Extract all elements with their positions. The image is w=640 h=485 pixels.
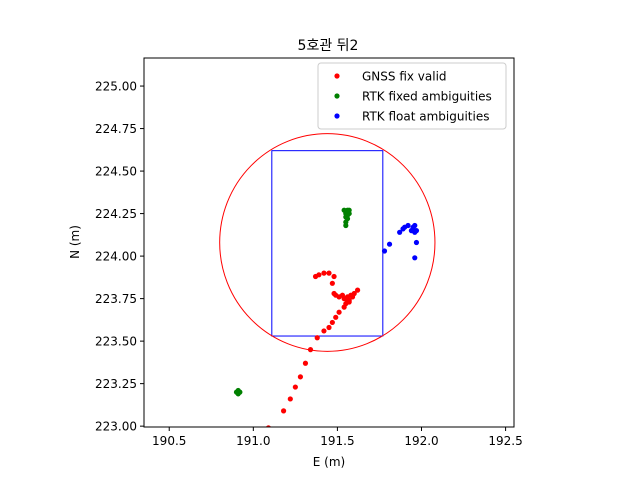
data-point (354, 287, 361, 293)
data-point (333, 314, 339, 320)
y-tick-label: 224.75 (95, 122, 137, 136)
data-point (397, 229, 403, 235)
region-rectangle (271, 150, 384, 337)
data-point (265, 425, 271, 427)
data-point (331, 290, 337, 297)
y-tick-label: 223.00 (95, 420, 137, 434)
data-point (412, 255, 418, 261)
data-point (336, 309, 342, 315)
legend-item: RTK fixed ambiguities (334, 90, 492, 104)
legend-item: RTK float ambiguities (334, 110, 489, 124)
x-axis: 190.5 191.0 191.5 192.0 192.5 (152, 427, 523, 448)
legend-label: GNSS fix valid (362, 70, 447, 84)
data-point (329, 319, 335, 326)
shapes-layer (219, 133, 436, 352)
data-point (307, 347, 314, 353)
legend: GNSS fix valid RTK fixed ambiguities RTK f… (317, 62, 507, 130)
legend-label: RTK fixed ambiguities (362, 90, 492, 104)
y-axis-label: N (m) (68, 225, 82, 259)
x-tick-label: 192.5 (488, 434, 522, 448)
y-tick-label: 224.50 (95, 165, 137, 179)
y-tick-label: 223.50 (95, 335, 137, 349)
plot-frame (143, 57, 515, 428)
data-point (326, 324, 332, 331)
x-tick-label: 191.5 (320, 434, 354, 448)
series-1 (265, 270, 361, 427)
points-layer (233, 207, 420, 427)
data-point (329, 280, 335, 286)
legend-label: RTK float ambiguities (362, 110, 489, 124)
x-tick-label: 192.0 (404, 434, 438, 448)
data-point (326, 270, 332, 276)
legend-item: GNSS fix valid (334, 70, 447, 84)
data-point (292, 384, 298, 390)
data-point (346, 299, 352, 305)
data-point (413, 239, 420, 246)
y-tick-label: 224.25 (95, 207, 137, 221)
legend-box (317, 62, 507, 130)
x-tick-label: 190.5 (152, 434, 186, 448)
data-point (381, 248, 388, 254)
legend-marker (334, 113, 340, 119)
x-axis-label: E (m) (313, 455, 345, 469)
data-point (321, 270, 327, 276)
y-tick-label: 224.00 (95, 250, 137, 264)
x-tick-label: 191.0 (236, 434, 270, 448)
data-point (297, 374, 304, 380)
data-point (405, 222, 411, 229)
data-point (331, 273, 337, 280)
data-point (343, 222, 349, 229)
data-point (410, 226, 416, 232)
data-point (302, 360, 309, 366)
data-point (287, 396, 293, 402)
data-point (386, 241, 393, 247)
y-tick-label: 225.00 (95, 80, 137, 94)
region-circle (219, 133, 436, 352)
data-point (280, 408, 287, 414)
legend-marker (334, 73, 340, 79)
data-point (235, 391, 241, 397)
y-axis: 223.00 223.25 223.50 223.75 224.00 224.25 224.… (95, 80, 144, 434)
chart-title: 5호관 뒤2 (298, 38, 359, 54)
series-3 (381, 222, 420, 261)
data-point (312, 273, 319, 280)
y-tick-label: 223.75 (95, 292, 137, 306)
data-point (321, 328, 327, 334)
series-2 (233, 207, 352, 397)
data-point (344, 209, 351, 215)
y-tick-label: 223.25 (95, 377, 137, 391)
data-point (314, 335, 320, 341)
legend-marker (334, 93, 340, 99)
